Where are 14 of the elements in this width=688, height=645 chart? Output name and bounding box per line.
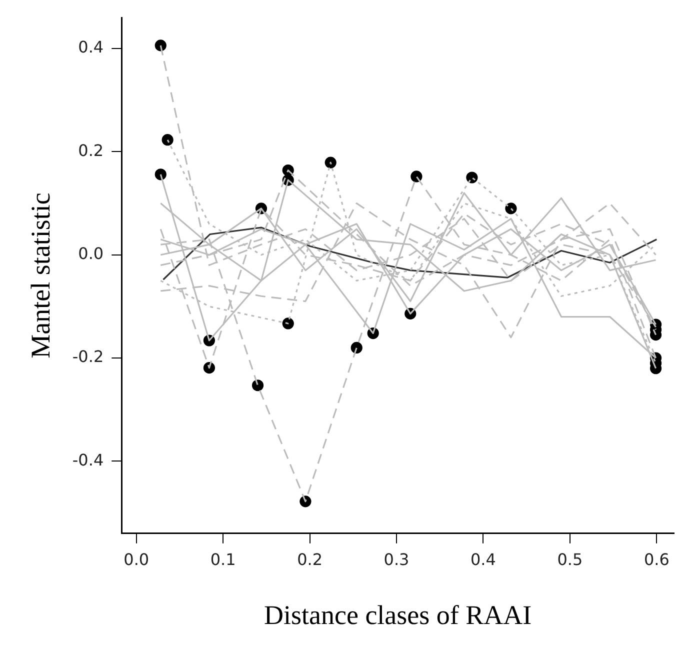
x-axis-title: Distance clases of RAAI (264, 600, 532, 630)
x-tick-label: 0.1 (210, 550, 236, 570)
x-tick-label: 0.5 (557, 550, 583, 570)
x-tick-label: 0.4 (470, 550, 496, 570)
x-tick-label: 0.3 (384, 550, 410, 570)
x-tick-label: 0.2 (297, 550, 323, 570)
y-tick-label: 0.4 (78, 38, 104, 57)
y-tick-label: 0.0 (78, 244, 104, 264)
y-tick-label: -0.4 (72, 450, 104, 470)
y-axis-title: Mantel statistic (25, 192, 56, 358)
y-tick-label: -0.2 (72, 347, 104, 366)
x-tick-label: 0.6 (644, 550, 670, 570)
y-tick-label: 0.2 (78, 140, 104, 160)
x-tick-label: 0.0 (124, 550, 150, 570)
